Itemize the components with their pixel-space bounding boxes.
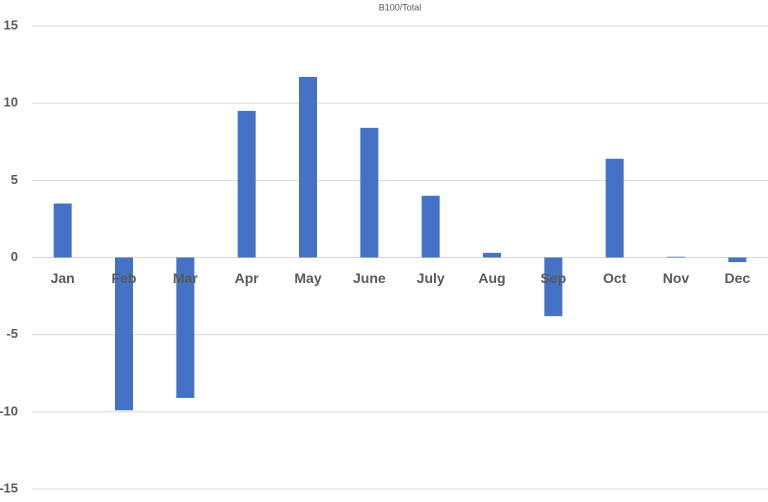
- bar: [299, 76, 317, 258]
- x-tick-label: July: [417, 270, 445, 286]
- y-tick-label: -10: [0, 403, 18, 418]
- bar: [176, 257, 195, 398]
- y-tick-label: 10: [4, 95, 18, 110]
- x-tick-label: Aug: [478, 270, 505, 286]
- bar: [667, 256, 685, 258]
- x-tick-label: June: [353, 270, 386, 286]
- y-tick-label: -15: [0, 480, 18, 495]
- bar: [728, 257, 747, 263]
- x-tick-label: May: [294, 270, 321, 286]
- x-tick-label: Oct: [603, 270, 627, 286]
- bar: [605, 158, 624, 258]
- bar: [360, 127, 379, 258]
- bar: [53, 203, 72, 258]
- x-tick-label: Nov: [663, 270, 690, 286]
- y-tick-label: 5: [11, 172, 18, 187]
- x-tick-label: Mar: [173, 270, 198, 286]
- x-tick-label: Feb: [112, 270, 137, 286]
- bar: [544, 257, 563, 317]
- chart-title: B100/Total: [379, 2, 422, 12]
- bar: [115, 257, 133, 411]
- y-tick-label: 0: [11, 249, 18, 264]
- x-tick-label: Jan: [51, 270, 75, 286]
- bar: [421, 195, 440, 258]
- y-tick-label: -5: [6, 326, 18, 341]
- y-tick-label: 15: [4, 17, 18, 32]
- bar: [237, 110, 256, 258]
- x-tick-label: Dec: [724, 270, 750, 286]
- x-tick-label: Sep: [540, 270, 566, 286]
- x-tick-label: Apr: [235, 270, 260, 286]
- bar: [483, 252, 501, 258]
